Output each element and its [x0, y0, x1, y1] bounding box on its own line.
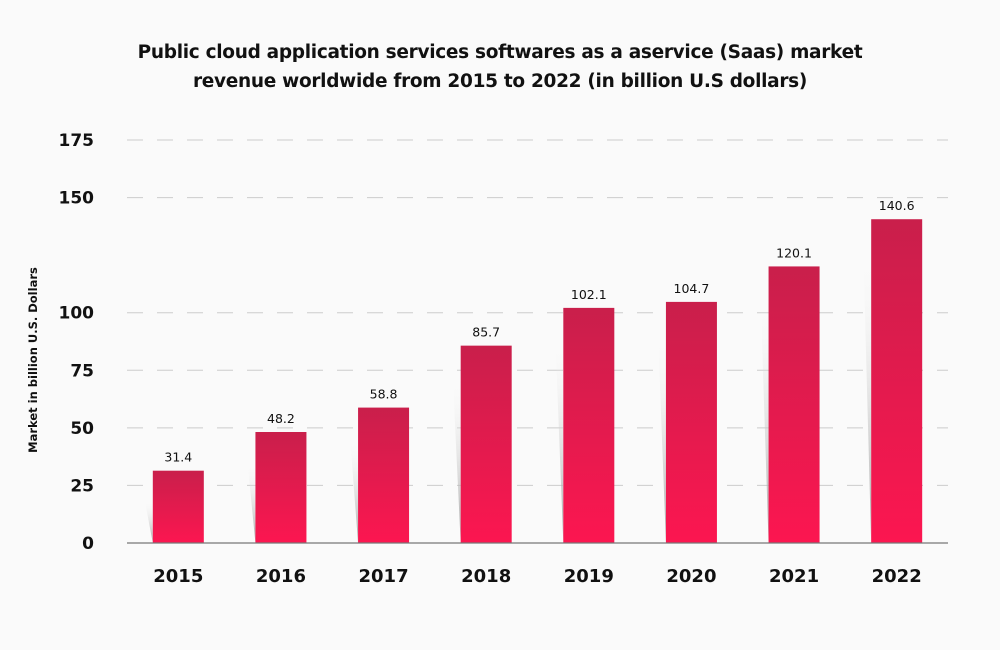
bar-2022	[871, 219, 923, 543]
x-tick-label: 2019	[564, 566, 614, 587]
bar-2019	[563, 307, 615, 543]
bar-2021	[768, 266, 820, 543]
bar-shadow	[760, 296, 769, 543]
x-tick-label: 2015	[153, 566, 203, 587]
bar-2020	[665, 301, 717, 543]
x-tick-label: 2022	[872, 566, 922, 587]
x-tick-label: 2020	[666, 566, 716, 587]
chart-title-line-2: revenue worldwide from 2015 to 2022 (in …	[192, 71, 808, 92]
y-tick-label: 75	[70, 361, 94, 381]
chart-title-line-1: Public cloud application services softwa…	[137, 42, 863, 63]
bar-2016	[255, 432, 307, 543]
bar-shadow	[657, 331, 666, 543]
data-label: 104.7	[674, 281, 710, 296]
y-tick-label: 0	[82, 534, 94, 554]
data-label: 85.7	[472, 325, 500, 340]
y-tick-label: 150	[59, 189, 95, 209]
y-tick-label: 100	[59, 304, 95, 324]
x-tick-label: 2021	[769, 566, 819, 587]
bar-2017	[358, 407, 410, 543]
bar-2015	[152, 470, 204, 543]
chart-title: Public cloud application services softwa…	[0, 38, 1000, 96]
data-label: 120.1	[776, 245, 812, 260]
bar-shadow	[350, 437, 359, 543]
y-tick-label: 175	[59, 131, 95, 151]
data-label: 31.4	[164, 450, 192, 465]
x-tick-label: 2018	[461, 566, 511, 587]
data-label: 58.8	[370, 387, 398, 402]
y-tick-label: 50	[70, 419, 94, 439]
bar-shadow	[144, 500, 153, 543]
data-label: 102.1	[571, 287, 607, 302]
bar-2018	[460, 345, 512, 543]
bar-shadow	[555, 337, 564, 543]
y-tick-label: 25	[70, 476, 94, 496]
bar-shadow	[452, 375, 461, 543]
x-tick-label: 2016	[256, 566, 306, 587]
data-label: 48.2	[267, 411, 295, 426]
bar-shadow	[863, 249, 872, 543]
data-label: 140.6	[879, 198, 915, 213]
bar-shadow	[247, 462, 256, 543]
x-tick-label: 2017	[359, 566, 409, 587]
